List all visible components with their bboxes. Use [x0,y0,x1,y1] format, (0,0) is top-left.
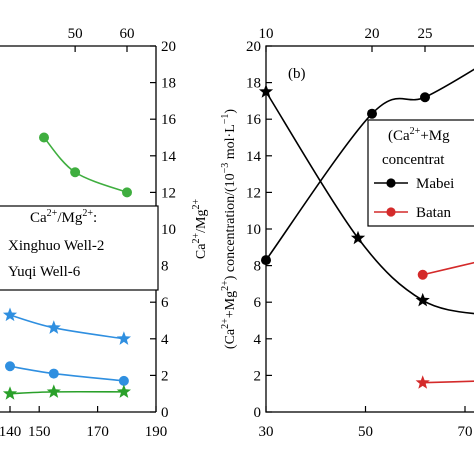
panel-b-y-tick-label: 14 [246,149,262,165]
panel-b-series-0-line [265,68,474,261]
panel-b-legend-title-line-1: concentrat [382,152,445,168]
panel-b-series-0-point [367,108,377,119]
panel-a-series-2-point [5,361,15,372]
panel-a-series-1-point [2,307,18,322]
panel-b-left-axis-label: (Ca2++Mg2+) concentration/(10−3 mol·L−1) [220,109,238,350]
panel-a-series-3-point [2,386,18,400]
panel-b-y-tick-label: 10 [246,222,261,238]
panel-a-y-tick-label: 2 [161,368,169,384]
panel-b-legend-title-line-0: (Ca2++Mg [388,126,450,144]
panel-b-legend-box [367,119,474,227]
panel-b-legend-mabei-marker [386,178,396,188]
panel-b-y-tick-label: 12 [246,185,261,201]
panel-a-y-tick-label: 20 [161,39,176,55]
panel-b-series-1-line [265,91,474,315]
panel-b-legend: (Ca2++Mg concentrat Mabei Batan [367,119,474,227]
panel-b-x-tick-label: 50 [358,424,373,440]
panel-b-series-3-line [422,380,474,384]
panel-b-y-tick-label: 2 [254,368,262,384]
panel-b-y-tick-label: 16 [246,112,262,128]
panel-a-series-0-point [39,132,49,143]
panel-a-legend: Ca2+/Mg2+: Xinghuo Well-2 Yuqi Well-6 [0,205,159,291]
panel-a-series-1-line [9,314,125,340]
panel-b-y-tick-label: 20 [246,39,261,55]
panel-b-series-0-point [420,92,430,103]
panel-a-legend-entry-0: Xinghuo Well-2 [8,238,104,254]
panel-b-y-tick-label: 18 [246,76,261,92]
panel-b-series-1-point [350,230,366,245]
panel-b-y-tick-label: 4 [254,332,262,348]
panel-b-top-tick-label: 20 [365,26,380,42]
panel-a-y-tick-label: 14 [161,149,177,165]
panel-a-right-axis-label: Ca2+/Mg2+ [191,199,209,260]
panel-b-y-tick-label: 6 [254,295,262,311]
panel-a: 0 2 4 6 8 10 12 14 16 18 20 150 170 190 140 50 60 Ca2+/M… [0,26,209,440]
panel-b-legend-batan-marker [386,207,396,217]
panel-a-series-2-line [9,365,124,382]
panel-a-ticks: 0 2 4 6 8 10 12 14 16 18 20 150 170 190 140 50 60 [0,26,177,440]
panel-a-top-tick-label: 50 [68,26,83,42]
panel-a-legend-box [0,205,159,291]
panel-a-y-tick-label: 16 [161,112,177,128]
panel-a-y-tick-label: 6 [161,295,169,311]
panel-b-x-tick-label: 30 [259,424,274,440]
panel-b-top-tick-label: 25 [418,26,433,42]
panel-a-y-tick-label: 8 [161,259,169,275]
panel-a-y-tick-label: 18 [161,76,176,92]
panel-b-y-tick-label: 0 [254,405,262,421]
panel-a-x-tick-label: 150 [28,424,51,440]
panel-b-series [258,68,474,389]
panel-a-series-3-point [116,384,131,398]
panel-a-top-tick-label: 60 [120,26,135,42]
panel-b-y-tick-label: 8 [254,259,262,275]
panel-a-series-3-line [9,390,124,395]
panel-a-series-0-point [70,167,81,178]
panel-a-series-0-line [43,136,128,194]
panel-a-series [2,132,132,400]
panel-b-series-2-point [417,269,428,280]
panel-a-y-tick-label: 0 [161,405,169,421]
panel-a-series-1-point [46,320,61,334]
panel-a-x-tick-label: 190 [145,424,168,440]
panel-b-series-2-line [422,261,474,276]
panel-b-series-0-point [261,255,271,266]
panel-a-series-2-point [48,368,59,379]
panel-b-top-tick-label: 10 [259,26,274,42]
panel-a-series-2-point [118,375,129,386]
panel-b-legend-entry-1: Batan [416,205,451,221]
panel-b-series-3-point [415,375,430,389]
panel-b-series-1-point [415,292,430,307]
panel-a-y-tick-label: 12 [161,185,176,201]
panel-b-series-1-point [258,84,274,98]
panel-a-x-tick-label: 140 [0,424,21,440]
panel-a-series-3-point [46,384,61,398]
panel-a-x-tick-label: 170 [86,424,109,440]
panel-a-series-0-point [122,187,132,198]
panel-a-series-1-point [116,331,131,345]
panel-a-y-tick-label: 4 [161,332,169,348]
panel-a-y-tick-label: 10 [161,222,176,238]
panel-b-legend-entry-0: Mabei [416,176,454,192]
panel-b-frame [265,45,474,413]
panel-b-x-tick-label: 70 [458,424,473,440]
panel-a-legend-entry-1: Yuqi Well-6 [8,264,81,280]
panel-b-panel-label: (b) [288,66,306,82]
